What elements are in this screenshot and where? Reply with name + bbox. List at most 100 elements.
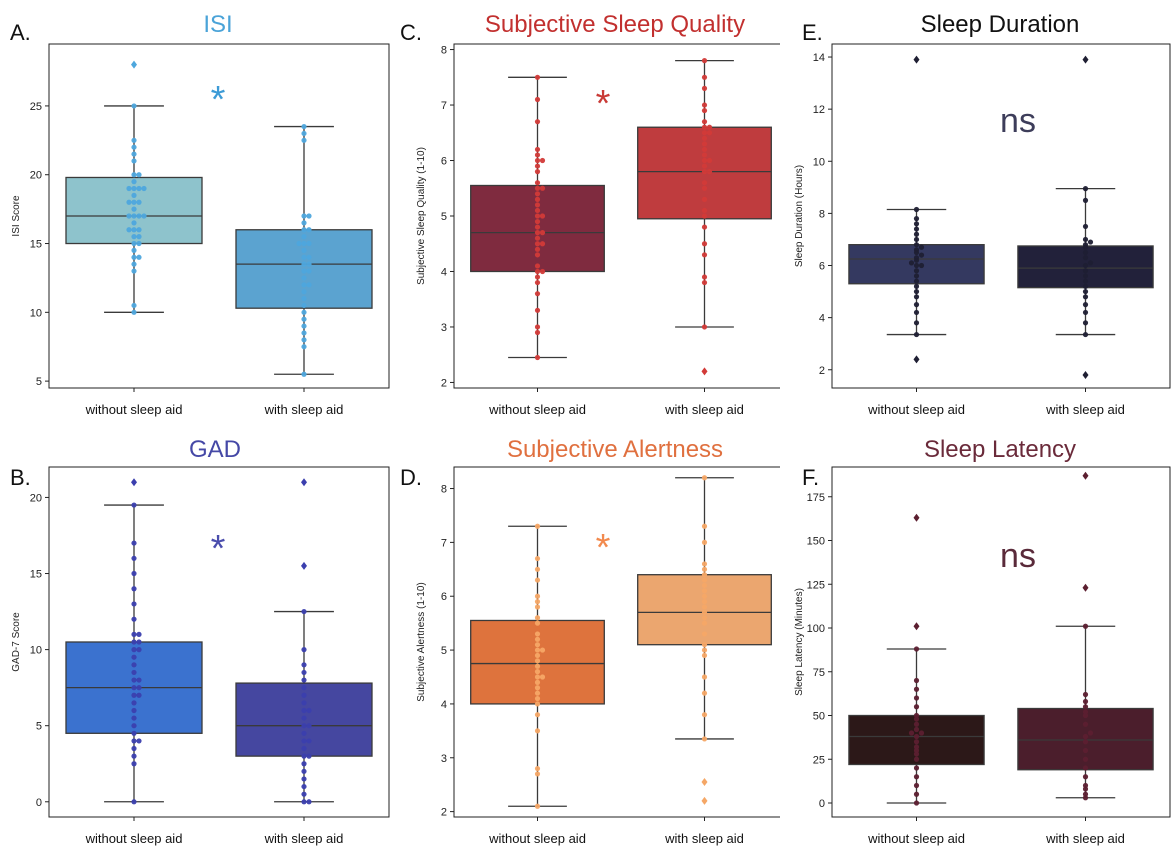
- x-tick-label: without sleep aid: [488, 831, 586, 846]
- data-point: [534, 577, 541, 583]
- data-point: [1082, 739, 1089, 745]
- data-point: [1082, 249, 1089, 256]
- data-point: [701, 274, 708, 280]
- data-point: [126, 227, 132, 233]
- data-point: [706, 157, 713, 164]
- data-point: [534, 157, 541, 164]
- data-point: [1082, 223, 1089, 230]
- data-point: [701, 169, 708, 175]
- data-point: [539, 241, 546, 247]
- data-point: [701, 712, 708, 718]
- data-point: [131, 677, 137, 683]
- data-point: [913, 247, 920, 253]
- data-point: [301, 753, 307, 759]
- data-point: [131, 685, 137, 691]
- data-point: [701, 213, 708, 219]
- data-point: [913, 268, 920, 274]
- data-point: [1082, 331, 1089, 338]
- data-point: [301, 330, 307, 336]
- chart-title: Subjective Alertness: [507, 436, 723, 463]
- y-tick-label: 14: [813, 52, 825, 64]
- data-point: [701, 185, 708, 191]
- data-point: [701, 252, 708, 258]
- data-point: [301, 783, 307, 790]
- data-point: [908, 260, 915, 266]
- data-point: [913, 756, 920, 762]
- y-tick-label: 75: [813, 667, 825, 679]
- chart-title: GAD: [189, 436, 241, 463]
- data-point: [534, 274, 541, 280]
- y-tick-label: 5: [441, 645, 447, 657]
- data-point: [701, 141, 708, 147]
- data-point: [534, 674, 541, 680]
- not-significant-label: ns: [1000, 537, 1036, 575]
- data-point: [913, 774, 920, 780]
- y-tick-label: 25: [813, 754, 825, 766]
- data-point: [131, 254, 137, 260]
- data-point: [131, 179, 137, 185]
- data-point: [913, 646, 920, 652]
- outlier-point: [1082, 583, 1089, 592]
- data-point: [534, 695, 541, 702]
- y-tick-label: 125: [807, 579, 825, 591]
- data-point: [701, 604, 708, 610]
- data-point: [534, 207, 541, 214]
- panel-letter: D.: [400, 465, 422, 490]
- data-point: [301, 234, 307, 240]
- data-point: [913, 765, 920, 771]
- y-tick-label: 8: [441, 45, 447, 57]
- data-point: [534, 642, 541, 648]
- data-point: [913, 255, 920, 261]
- outlier-point: [1082, 370, 1089, 379]
- data-point: [534, 771, 541, 777]
- data-point: [534, 263, 541, 269]
- data-point: [131, 654, 137, 660]
- data-point: [301, 316, 307, 322]
- x-tick-label: with sleep aid: [664, 402, 744, 417]
- data-point: [701, 593, 708, 599]
- data-point: [131, 631, 137, 637]
- data-point: [534, 728, 541, 734]
- isi-chart: A. ISI 5 10 15 20 25 ISI Score without sleep aid…: [10, 11, 390, 417]
- y-tick-label: 4: [819, 313, 825, 325]
- data-point: [701, 736, 708, 742]
- data-point: [913, 712, 920, 719]
- data-point: [301, 254, 307, 260]
- significance-star: *: [596, 83, 611, 125]
- data-point: [534, 636, 541, 642]
- data-point: [539, 157, 546, 164]
- data-point: [131, 662, 137, 668]
- data-point: [534, 631, 541, 637]
- x-tick-label: without sleep aid: [488, 402, 586, 417]
- outlier-point: [1082, 55, 1089, 64]
- data-point: [539, 213, 546, 219]
- data-point: [534, 620, 541, 626]
- data-point: [534, 152, 541, 158]
- data-point: [534, 230, 541, 236]
- data-point: [1082, 698, 1089, 705]
- chart-title: Sleep Duration: [921, 11, 1080, 38]
- y-tick-label: 0: [36, 797, 42, 809]
- data-point: [534, 354, 541, 361]
- plot-frame: [48, 466, 390, 818]
- data-point: [1082, 309, 1089, 316]
- data-point: [141, 185, 147, 192]
- y-tick-label: 4: [441, 266, 447, 278]
- panel-sleep-duration: E. Sleep Duration 2 4 6 8 10 12 14 Sleep Duration…: [780, 0, 1172, 427]
- y-axis-label: Sleep Duration (Hours): [794, 165, 805, 267]
- data-point: [1082, 774, 1089, 780]
- data-point: [306, 799, 312, 805]
- panel-letter: E.: [802, 20, 823, 45]
- data-point: [1082, 704, 1089, 710]
- data-point: [701, 124, 708, 130]
- data-point: [306, 268, 312, 274]
- data-point: [1082, 747, 1089, 754]
- data-point: [913, 782, 920, 789]
- data-point: [701, 74, 708, 80]
- panel-sleep-latency: F. Sleep Latency 0 25 50 75 100 125 150 175 Sleep …: [780, 427, 1172, 854]
- panel-letter: A.: [10, 20, 31, 45]
- data-point: [913, 283, 920, 289]
- x-tick-label: with sleep aid: [264, 831, 344, 846]
- data-point: [131, 707, 137, 714]
- plot-frame: [831, 466, 1171, 818]
